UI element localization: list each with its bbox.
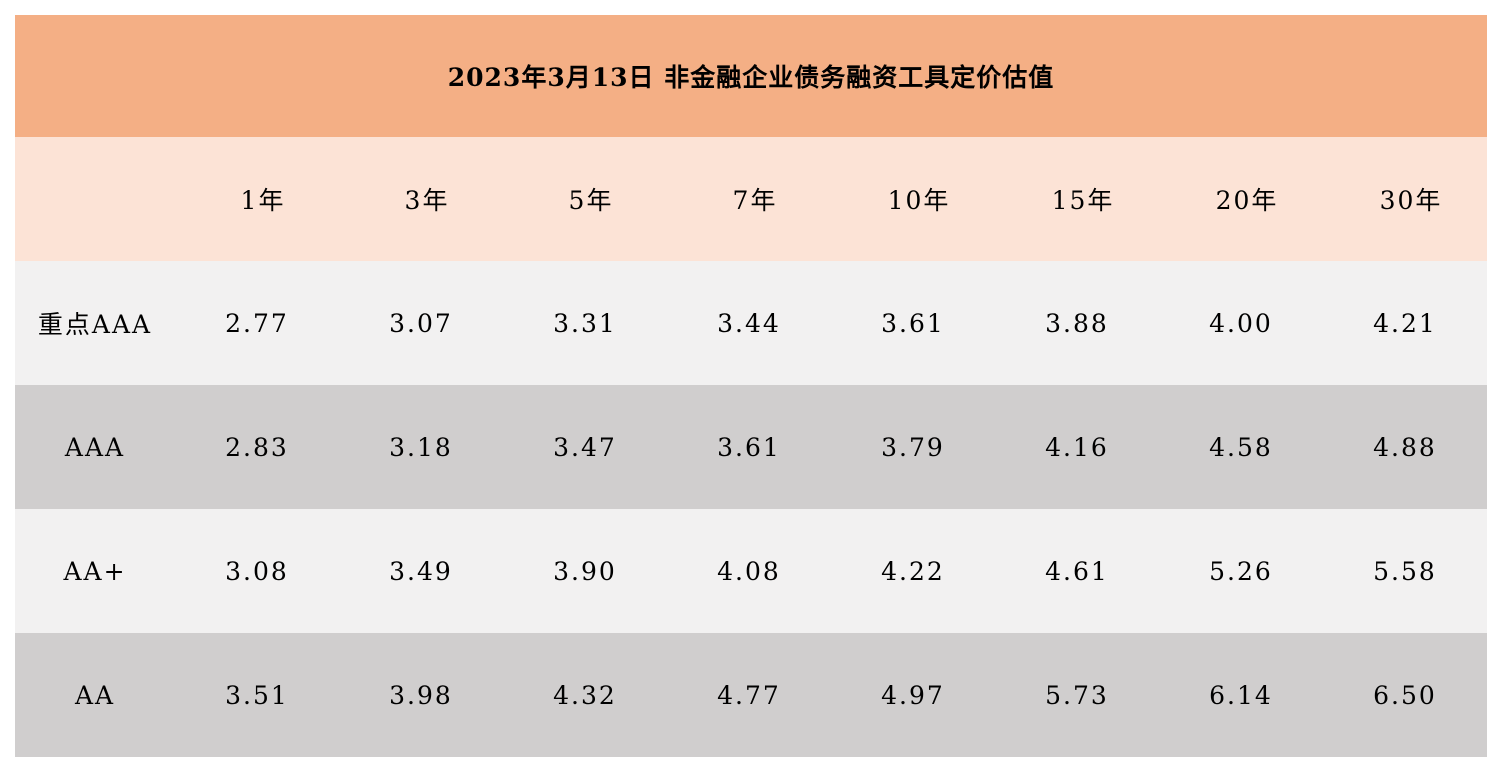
- row-label: AA: [74, 680, 116, 710]
- table-cell: 2.77: [225, 308, 289, 338]
- valuation-table: 2023年3月13日 非金融企业债务融资工具定价估值 1年 3年 5年 7年 1…: [15, 15, 1487, 759]
- table-cell: 3.47: [553, 432, 617, 462]
- table-row: AA 3.51 3.98 4.32 4.77 4.97 5.73 6.14 6.…: [15, 633, 1487, 757]
- table-cell: 4.77: [717, 680, 781, 710]
- table-cell: 4.00: [1209, 308, 1273, 338]
- table-cell: 3.08: [225, 556, 289, 586]
- table-cell: 2.83: [225, 432, 289, 462]
- header-cell-20y: 20年: [1215, 186, 1279, 215]
- header-cell-5y: 5年: [568, 186, 614, 215]
- table-cell: 4.08: [717, 556, 781, 586]
- table-cell: 6.14: [1209, 680, 1273, 710]
- table-cell: 3.44: [717, 308, 781, 338]
- table-title-text: 2023年3月13日 非金融企业债务融资工具定价估值: [447, 63, 1055, 92]
- header-cell-30y: 30年: [1379, 186, 1443, 215]
- table-cell: 4.21: [1373, 308, 1437, 338]
- table-cell: 3.79: [881, 432, 945, 462]
- header-cell-10y: 10年: [887, 186, 951, 215]
- table-cell: 3.18: [389, 432, 453, 462]
- table-cell: 5.26: [1209, 556, 1273, 586]
- table-cell: 4.97: [881, 680, 945, 710]
- row-label: AA+: [63, 556, 127, 586]
- table-cell: 6.50: [1373, 680, 1437, 710]
- table-cell: 3.90: [553, 556, 617, 586]
- header-cell-1y: 1年: [240, 186, 286, 215]
- table-cell: 3.88: [1045, 308, 1109, 338]
- table-row: AAA 2.83 3.18 3.47 3.61 3.79 4.16 4.58 4…: [15, 385, 1487, 509]
- table-title: 2023年3月13日 非金融企业债务融资工具定价估值: [15, 15, 1487, 137]
- table-cell: 4.22: [881, 556, 945, 586]
- table-cell: 4.61: [1045, 556, 1109, 586]
- row-label: 重点AAA: [37, 310, 153, 339]
- table-cell: 3.31: [553, 308, 617, 338]
- table-cell: 3.98: [389, 680, 453, 710]
- table-cell: 3.51: [225, 680, 289, 710]
- table-cell: 5.58: [1373, 556, 1437, 586]
- header-cell-3y: 3年: [404, 186, 450, 215]
- table-cell: 5.73: [1045, 680, 1109, 710]
- table-cell: 3.61: [717, 432, 781, 462]
- header-cell-15y: 15年: [1051, 186, 1115, 215]
- table-cell: 4.88: [1373, 432, 1437, 462]
- table-cell: 4.32: [553, 680, 617, 710]
- table-row: AA+ 3.08 3.49 3.90 4.08 4.22 4.61 5.26 5…: [15, 509, 1487, 633]
- row-label: AAA: [64, 432, 126, 462]
- table-cell: 3.49: [389, 556, 453, 586]
- table-cell: 4.58: [1209, 432, 1273, 462]
- table-cell: 4.16: [1045, 432, 1109, 462]
- header-cell-7y: 7年: [732, 186, 778, 215]
- table-row: 重点AAA 2.77 3.07 3.31 3.44 3.61 3.88 4.00…: [15, 261, 1487, 385]
- header-row: 1年 3年 5年 7年 10年 15年 20年 30年: [15, 137, 1487, 261]
- table-cell: 3.07: [389, 308, 453, 338]
- table-cell: 3.61: [881, 308, 945, 338]
